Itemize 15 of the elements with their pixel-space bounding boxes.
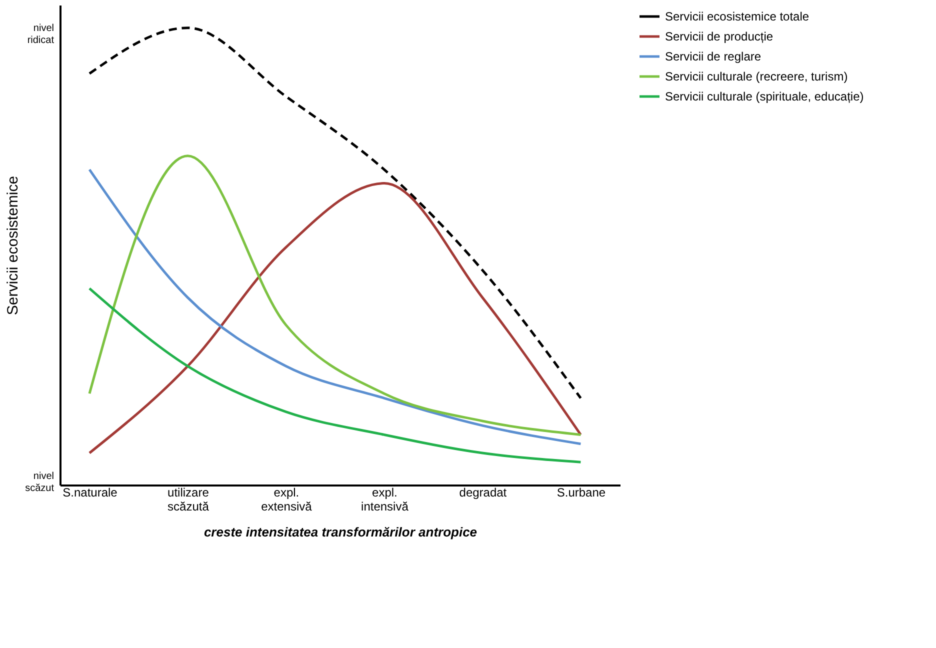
legend-label: Servicii ecosistemice totale <box>665 10 810 24</box>
x-tick-label: S.naturale <box>62 486 118 500</box>
x-tick-label: expl. intensivă <box>361 486 409 514</box>
legend-label: Servicii de reglare <box>665 50 762 64</box>
x-tick-label: degradat <box>459 486 508 500</box>
legend-label: Servicii culturale (recreere, turism) <box>665 70 848 84</box>
x-tick-label: utilizare scăzută <box>168 486 210 514</box>
legend-label: Servicii de producție <box>665 30 774 44</box>
text: nivel ridicat <box>27 22 54 46</box>
y-axis-title: Servicii ecosistemice <box>4 176 22 316</box>
x-tick-label: expl. extensivă <box>261 486 312 514</box>
legend-label: Servicii culturale (spirituale, educație) <box>665 90 864 104</box>
x-axis-title: creste intensitatea transformărilor antropice <box>204 524 478 540</box>
x-tick-label: S.urbane <box>556 486 606 500</box>
text: nivel scăzut <box>25 470 54 494</box>
